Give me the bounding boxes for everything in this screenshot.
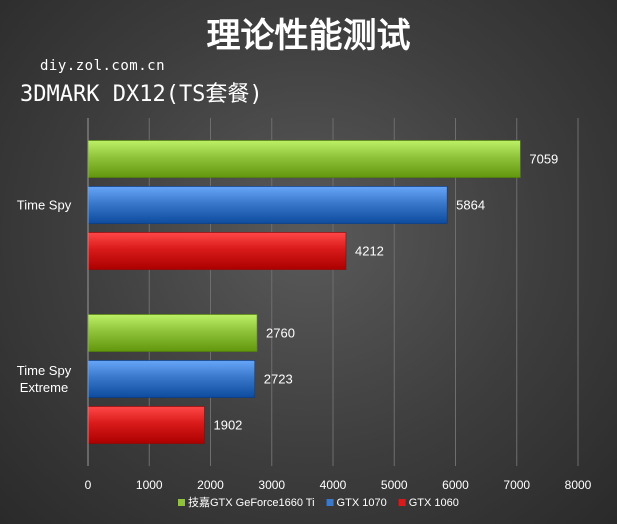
bar bbox=[88, 361, 255, 398]
bar bbox=[88, 315, 257, 352]
x-tick-label: 4000 bbox=[320, 478, 347, 492]
bar bbox=[88, 407, 204, 444]
legend-swatch bbox=[399, 499, 406, 506]
x-tick-label: 5000 bbox=[381, 478, 408, 492]
x-tick-label: 6000 bbox=[442, 478, 469, 492]
legend: 技嘉GTX GeForce1660 Ti GTX 1070 GTX 1060 bbox=[178, 495, 459, 509]
legend-swatch bbox=[327, 499, 334, 506]
x-tick-label: 8000 bbox=[565, 478, 592, 492]
data-label: 5864 bbox=[456, 198, 485, 213]
category-label: Time Spy Extreme bbox=[17, 363, 72, 395]
x-tick-label: 3000 bbox=[258, 478, 285, 492]
category-label: Time Spy bbox=[17, 198, 72, 213]
data-label: 4212 bbox=[355, 244, 384, 259]
legend-swatch bbox=[178, 499, 185, 506]
bar bbox=[88, 233, 346, 270]
data-label: 2760 bbox=[266, 326, 295, 341]
x-tick-label: 1000 bbox=[136, 478, 163, 492]
legend-label: 技嘉GTX GeForce1660 Ti bbox=[188, 495, 315, 509]
data-label: 1902 bbox=[213, 418, 242, 433]
x-tick-label: 0 bbox=[85, 478, 92, 492]
legend-label: GTX 1060 bbox=[409, 497, 459, 509]
bar bbox=[88, 141, 520, 178]
data-label: 2723 bbox=[264, 372, 293, 387]
bar bbox=[88, 187, 447, 224]
legend-label: GTX 1070 bbox=[337, 497, 387, 509]
bar-layer: 7059 5864 4212 2760 2723 1902 bbox=[88, 141, 558, 444]
x-tick-label: 2000 bbox=[197, 478, 224, 492]
x-tick-label: 7000 bbox=[503, 478, 530, 492]
data-label: 7059 bbox=[529, 152, 558, 167]
